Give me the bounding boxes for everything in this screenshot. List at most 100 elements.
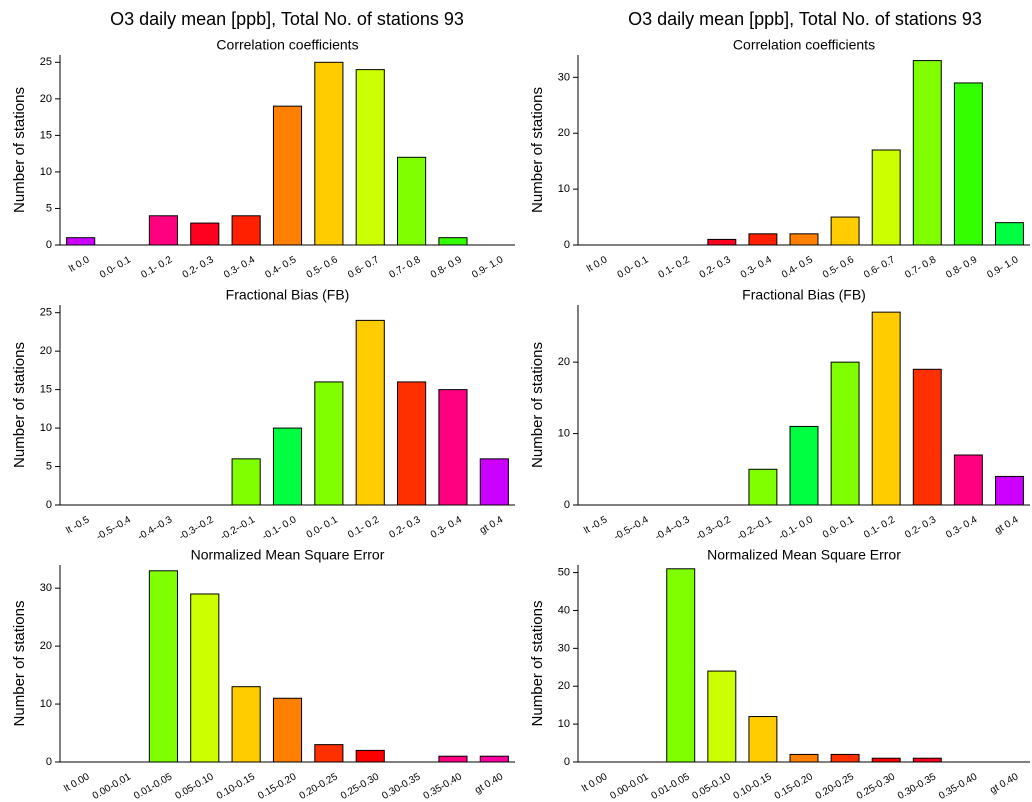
y-tick-label: 0 <box>46 239 52 251</box>
x-tick-label: 0.5- 0.6 <box>821 254 856 281</box>
y-tick-label: 20 <box>40 640 52 652</box>
header: O3 daily mean [ppb], Total No. of statio… <box>628 9 982 29</box>
subplot-title: Correlation coefficients <box>216 37 358 53</box>
x-tick-label: 0.25-0.30 <box>339 771 381 802</box>
x-tick-label: lt 0.00 <box>62 771 91 794</box>
bar <box>912 368 942 506</box>
header: O3 daily mean [ppb], Total No. of statio… <box>110 9 464 29</box>
y-axis-label: Number of stations <box>529 342 546 468</box>
y-tick-label: 15 <box>40 384 52 396</box>
x-tick-label: 0.4- 0.5 <box>263 254 298 281</box>
bar <box>748 716 778 763</box>
x-tick-label: 0.6- 0.7 <box>862 254 897 281</box>
bar <box>994 222 1024 246</box>
y-tick-label: 5 <box>46 202 52 214</box>
x-tick-label: 0.00-0.01 <box>91 771 133 802</box>
bar <box>355 749 385 763</box>
bar <box>397 156 427 246</box>
x-tick-label: 0.9- 1.0 <box>470 254 505 281</box>
x-tick-label: 0.01-0.05 <box>132 771 174 802</box>
y-axis-label: Number of stations <box>11 87 28 213</box>
y-tick-label: 0 <box>564 756 570 768</box>
bar <box>830 753 860 763</box>
subplot-title: Correlation coefficients <box>733 37 875 53</box>
y-tick-label: 30 <box>558 71 570 83</box>
x-tick-label: 0.25-0.30 <box>855 771 897 802</box>
y-tick-label: 10 <box>558 427 570 439</box>
y-tick-label: 10 <box>558 183 570 195</box>
bar <box>355 319 385 506</box>
x-tick-label: 0.9- 1.0 <box>985 254 1020 281</box>
x-tick-label: 0.0- 0.1 <box>305 514 340 541</box>
x-tick-label: gt 0.4 <box>993 514 1021 536</box>
x-tick-label: 0.10-0.15 <box>215 771 257 802</box>
x-tick-label: lt 0.0 <box>585 254 610 275</box>
x-tick-label: 0.1- 0.2 <box>657 254 692 281</box>
x-tick-label: 0.15-0.20 <box>773 771 815 802</box>
bar <box>707 670 737 763</box>
bar <box>148 570 178 763</box>
x-tick-label: 0.2- 0.3 <box>388 514 423 541</box>
x-tick-label: 0.7- 0.8 <box>388 254 423 281</box>
bar <box>66 237 96 246</box>
bar <box>314 61 344 246</box>
x-tick-label: 0.0- 0.1 <box>821 514 856 541</box>
y-tick-label: 15 <box>40 129 52 141</box>
subplot-title: Fractional Bias (FB) <box>742 287 866 303</box>
bar <box>272 105 303 246</box>
y-tick-label: 25 <box>40 307 52 319</box>
bar <box>314 381 344 506</box>
x-tick-label: 0.3- 0.4 <box>222 254 257 281</box>
x-tick-label: 0.1- 0.2 <box>139 254 174 281</box>
y-tick-label: 0 <box>46 499 52 511</box>
bar <box>789 425 819 506</box>
bar <box>871 149 901 246</box>
bar <box>953 454 983 506</box>
y-axis-label: Number of stations <box>529 87 546 213</box>
y-tick-label: 10 <box>40 422 52 434</box>
x-tick-label: gt 0.4 <box>478 514 506 536</box>
x-tick-label: 0.2- 0.3 <box>181 254 216 281</box>
y-tick-label: 25 <box>40 56 52 68</box>
x-tick-label: 0.3- 0.4 <box>944 514 979 541</box>
bar <box>748 233 778 246</box>
y-tick-label: 40 <box>558 604 570 616</box>
x-tick-label: -0.5--0.4 <box>612 514 651 543</box>
bar <box>397 381 427 506</box>
x-tick-label: -0.3--0.2 <box>177 514 216 543</box>
bar <box>314 744 344 763</box>
bar <box>231 686 261 763</box>
x-tick-label: lt 0.00 <box>580 771 609 794</box>
y-tick-label: 0 <box>564 239 570 251</box>
x-tick-label: 0.05-0.10 <box>691 771 733 802</box>
x-tick-label: 0.05-0.10 <box>173 771 215 802</box>
subplot-title: Normalized Mean Square Error <box>707 547 901 563</box>
x-tick-label: 0.0- 0.1 <box>616 254 651 281</box>
bar <box>666 568 696 763</box>
y-tick-label: 5 <box>46 460 52 472</box>
bar <box>871 311 901 506</box>
bar <box>438 389 468 506</box>
bar <box>871 757 901 763</box>
x-tick-label: -0.5--0.4 <box>95 514 134 543</box>
x-tick-label: 0.20-0.25 <box>298 771 340 802</box>
x-tick-label: -0.3--0.2 <box>694 514 733 543</box>
bar <box>830 216 860 246</box>
subplot-title: Fractional Bias (FB) <box>226 287 350 303</box>
bar <box>438 755 468 763</box>
bar <box>912 757 942 763</box>
x-tick-label: -0.1- 0.0 <box>777 514 815 542</box>
bar <box>479 458 509 506</box>
y-tick-label: 20 <box>558 356 570 368</box>
bar <box>231 458 261 506</box>
bar <box>148 215 178 246</box>
bar <box>789 753 819 763</box>
bar <box>789 233 819 246</box>
x-tick-label: lt -0.5 <box>582 514 610 536</box>
x-tick-label: 0.3- 0.4 <box>739 254 774 281</box>
bar <box>231 215 261 246</box>
x-tick-label: 0.2- 0.3 <box>698 254 733 281</box>
bar <box>479 755 509 763</box>
x-tick-label: -0.1- 0.0 <box>261 514 299 542</box>
